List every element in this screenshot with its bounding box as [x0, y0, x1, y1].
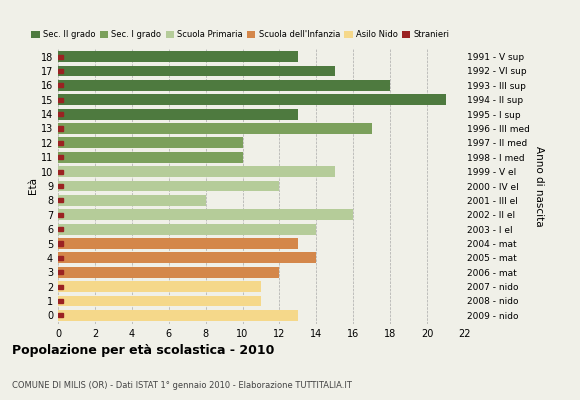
Bar: [58, 184, 63, 188]
Bar: [58, 285, 63, 289]
Bar: [58, 80, 390, 91]
Bar: [58, 296, 261, 306]
Bar: [58, 126, 63, 130]
Bar: [58, 138, 242, 148]
Bar: [58, 123, 372, 134]
Bar: [58, 270, 63, 274]
Bar: [58, 69, 63, 73]
Y-axis label: Età: Età: [28, 178, 38, 194]
Bar: [58, 310, 298, 321]
Bar: [58, 152, 242, 163]
Bar: [58, 281, 261, 292]
Bar: [58, 198, 63, 202]
Bar: [58, 252, 316, 263]
Bar: [58, 83, 63, 87]
Bar: [58, 313, 63, 317]
Legend: Sec. II grado, Sec. I grado, Scuola Primaria, Scuola dell'Infanzia, Asilo Nido, : Sec. II grado, Sec. I grado, Scuola Prim…: [30, 29, 451, 41]
Bar: [58, 224, 316, 234]
Y-axis label: Anno di nascita: Anno di nascita: [534, 146, 544, 226]
Bar: [58, 227, 63, 231]
Bar: [58, 109, 298, 120]
Bar: [58, 209, 353, 220]
Bar: [58, 170, 63, 174]
Bar: [58, 213, 63, 217]
Bar: [58, 256, 63, 260]
Bar: [58, 166, 335, 177]
Text: COMUNE DI MILIS (OR) - Dati ISTAT 1° gennaio 2010 - Elaborazione TUTTITALIA.IT: COMUNE DI MILIS (OR) - Dati ISTAT 1° gen…: [12, 381, 351, 390]
Bar: [58, 66, 335, 76]
Bar: [58, 141, 63, 145]
Bar: [58, 195, 206, 206]
Bar: [58, 238, 298, 249]
Text: Popolazione per età scolastica - 2010: Popolazione per età scolastica - 2010: [12, 344, 274, 357]
Bar: [58, 51, 298, 62]
Bar: [58, 267, 280, 278]
Bar: [58, 181, 280, 191]
Bar: [58, 112, 63, 116]
Bar: [58, 55, 63, 59]
Bar: [58, 242, 63, 246]
Bar: [58, 94, 445, 105]
Bar: [58, 155, 63, 159]
Bar: [58, 98, 63, 102]
Bar: [58, 299, 63, 303]
